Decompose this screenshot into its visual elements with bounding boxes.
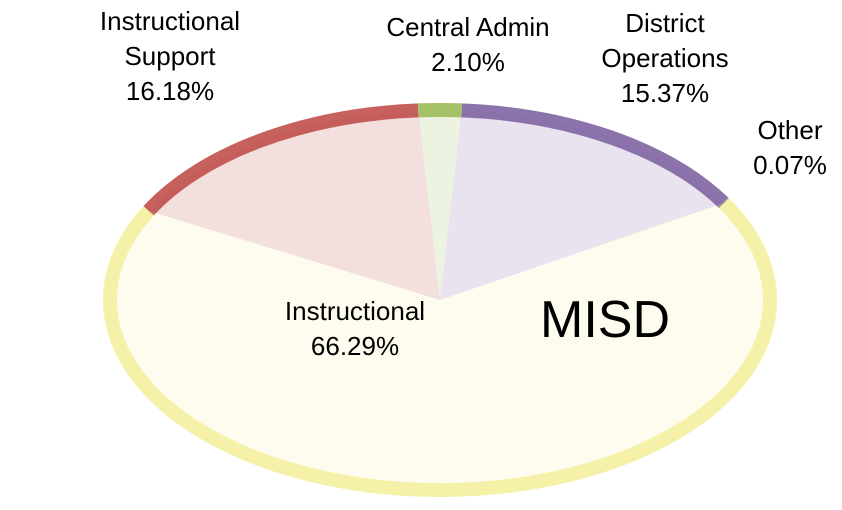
- slice-label: Instructional Support 16.18%: [70, 4, 270, 109]
- slice-rim: [143, 103, 419, 216]
- category-label: Instructional: [284, 296, 426, 326]
- slice-label: District Operations 15.37%: [580, 6, 750, 111]
- pie-slice: [109, 203, 770, 490]
- value-label: 0.07%: [753, 150, 827, 180]
- value-label: 16.18%: [125, 76, 215, 106]
- pie-slice: [440, 202, 724, 300]
- slice-label: Central Admin 2.10%: [348, 10, 588, 80]
- category-label: District Operations: [601, 8, 729, 73]
- category-label: Instructional Support: [99, 6, 241, 71]
- value-label: 66.29%: [310, 331, 400, 361]
- slice-rim: [461, 103, 729, 208]
- slice-rim: [103, 198, 777, 497]
- value-label: 15.37%: [620, 78, 710, 108]
- pie-slice: [418, 110, 462, 300]
- slice-label: Other 0.07%: [740, 113, 840, 183]
- chart-title: MISD: [540, 291, 670, 349]
- category-label: Other: [757, 115, 823, 145]
- slice-rim: [718, 197, 729, 209]
- value-label: 2.10%: [431, 47, 505, 77]
- category-label: Central Admin: [386, 12, 550, 42]
- slice-label: Instructional 66.29%: [255, 294, 455, 364]
